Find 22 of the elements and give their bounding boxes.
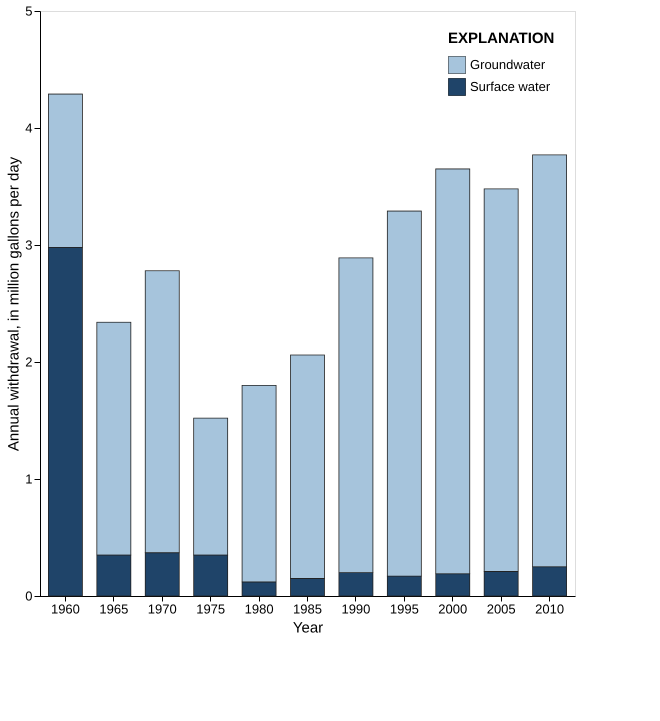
y-axis-title: Annual withdrawal, in million gallons per day <box>5 156 22 452</box>
x-tick-label: 2005 <box>486 602 516 616</box>
x-tick-label: 2010 <box>535 602 564 616</box>
x-tick-label: 1985 <box>293 602 322 616</box>
y-tick-label: 4 <box>25 120 32 136</box>
legend-title: EXPLANATION <box>448 30 554 47</box>
legend-label: Groundwater <box>470 57 546 72</box>
legend-label: Surface water <box>470 79 551 94</box>
y-tick-label: 1 <box>25 472 32 486</box>
x-tick-label: 1980 <box>244 602 274 616</box>
x-tick-label: 1960 <box>50 602 80 616</box>
x-tick-label: 1990 <box>341 602 370 616</box>
y-tick-label: 3 <box>25 238 32 252</box>
x-tick-label: 1975 <box>196 602 226 616</box>
y-tick-label: 5 <box>25 4 32 18</box>
x-tick-label: 1995 <box>390 602 419 616</box>
y-tick-label: 2 <box>25 354 32 370</box>
x-axis-title: Year <box>292 620 324 636</box>
x-tick-label: 1965 <box>99 602 128 616</box>
x-tick-label: 2000 <box>438 602 468 616</box>
x-tick-label: 1970 <box>148 602 177 616</box>
y-tick-label: 0 <box>25 588 32 604</box>
